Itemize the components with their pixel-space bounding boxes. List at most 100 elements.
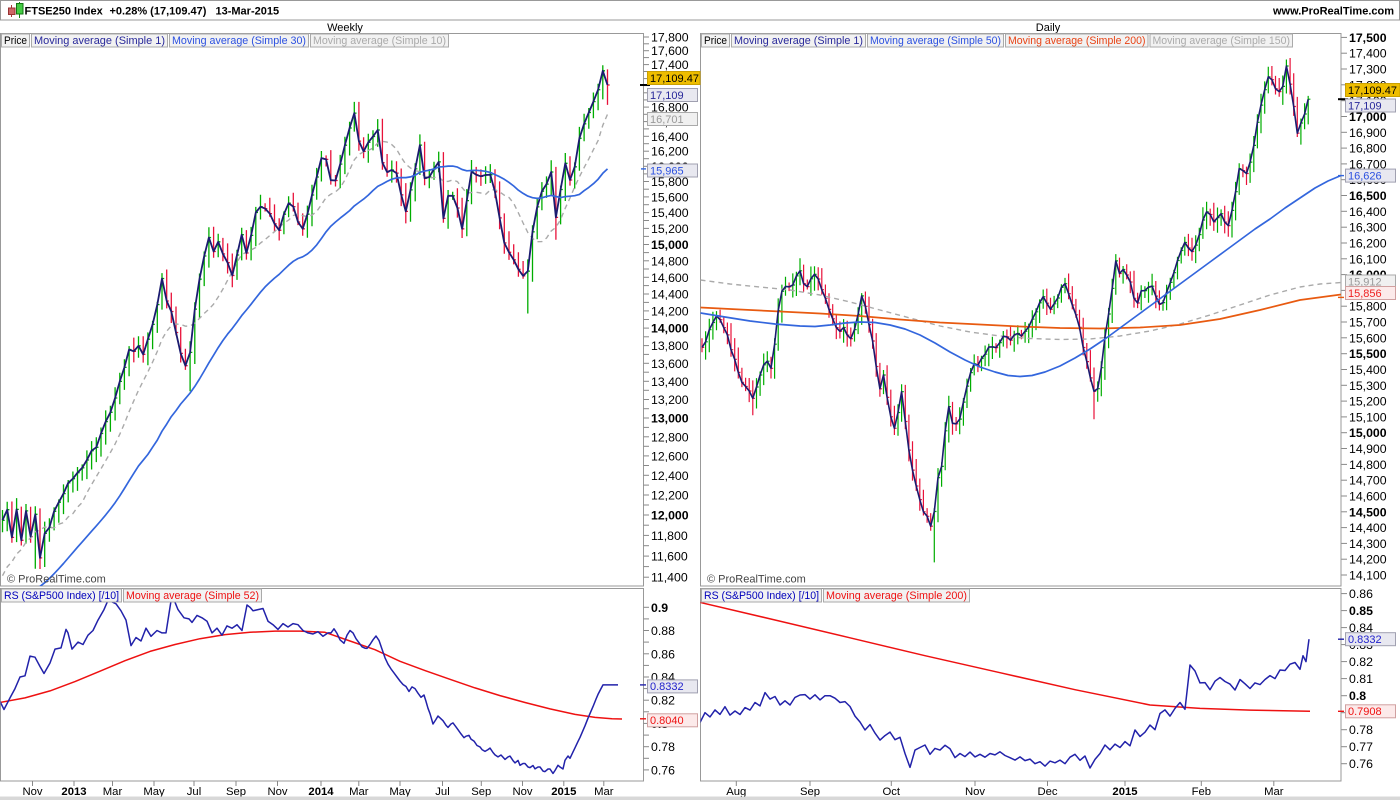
svg-text:15,856: 15,856 <box>1348 288 1382 300</box>
svg-text:2015: 2015 <box>551 786 576 798</box>
svg-text:12,200: 12,200 <box>651 489 689 503</box>
svg-text:14,400: 14,400 <box>1349 521 1387 535</box>
svg-text:12,800: 12,800 <box>651 430 689 444</box>
svg-text:14,300: 14,300 <box>1349 537 1387 551</box>
svg-text:Nov: Nov <box>965 786 985 798</box>
svg-text:11,800: 11,800 <box>651 529 688 543</box>
svg-text:May: May <box>389 786 411 798</box>
svg-text:Moving average (Simple 1): Moving average (Simple 1) <box>34 35 165 47</box>
svg-text:14,400: 14,400 <box>651 288 689 302</box>
svg-text:2015: 2015 <box>1112 786 1137 798</box>
svg-text:May: May <box>143 786 165 798</box>
svg-text:15,600: 15,600 <box>1349 331 1387 345</box>
svg-text:0.86: 0.86 <box>1349 587 1373 601</box>
svg-text:17,400: 17,400 <box>651 58 689 72</box>
svg-text:0.82: 0.82 <box>651 694 675 708</box>
svg-text:Moving average (Simple 52): Moving average (Simple 52) <box>126 590 259 602</box>
svg-text:Moving average (Simple 50): Moving average (Simple 50) <box>870 35 1001 47</box>
svg-text:Mar: Mar <box>594 786 614 798</box>
svg-text:17,300: 17,300 <box>1349 63 1387 77</box>
svg-text:14,100: 14,100 <box>1349 569 1387 583</box>
svg-text:15,600: 15,600 <box>651 190 689 204</box>
svg-text:15,400: 15,400 <box>651 206 689 220</box>
svg-text:Jul: Jul <box>435 786 449 798</box>
svg-text:17,500: 17,500 <box>1349 31 1387 45</box>
svg-text:14,700: 14,700 <box>1349 474 1387 488</box>
svg-text:16,500: 16,500 <box>1349 189 1387 203</box>
svg-text:0.8332: 0.8332 <box>1348 634 1382 646</box>
svg-text:0.8: 0.8 <box>1349 689 1366 703</box>
svg-text:0.88: 0.88 <box>651 624 675 638</box>
svg-text:16,400: 16,400 <box>1349 205 1387 219</box>
svg-text:16,800: 16,800 <box>1349 142 1387 156</box>
svg-text:13,200: 13,200 <box>651 393 689 407</box>
svg-text:Weekly: Weekly <box>327 22 363 34</box>
svg-text:12,600: 12,600 <box>651 449 689 463</box>
svg-text:13,600: 13,600 <box>651 357 689 371</box>
svg-text:15,965: 15,965 <box>650 165 684 177</box>
svg-text:15,700: 15,700 <box>1349 316 1387 330</box>
svg-text:16,200: 16,200 <box>1349 237 1387 251</box>
svg-text:0.76: 0.76 <box>651 763 675 777</box>
svg-text:14,200: 14,200 <box>651 304 689 318</box>
svg-text:14,600: 14,600 <box>651 271 689 285</box>
svg-text:14,000: 14,000 <box>651 322 689 336</box>
svg-text:0.81: 0.81 <box>1349 672 1373 686</box>
svg-text:17,109.47: 17,109.47 <box>1348 85 1397 97</box>
svg-text:Moving average (Simple 10): Moving average (Simple 10) <box>313 35 446 47</box>
svg-text:Moving average (Simple 200): Moving average (Simple 200) <box>826 590 967 602</box>
svg-text:Price: Price <box>704 35 727 47</box>
svg-text:© ProRealTime.com: © ProRealTime.com <box>707 574 806 586</box>
svg-text:14,200: 14,200 <box>1349 553 1387 567</box>
svg-text:RS (S&P500 Index) [/10]: RS (S&P500 Index) [/10] <box>4 590 119 602</box>
svg-text:17,600: 17,600 <box>651 44 689 58</box>
svg-text:0.9: 0.9 <box>651 601 668 615</box>
svg-text:Moving average (Simple 30): Moving average (Simple 30) <box>172 35 306 47</box>
svg-text:13-Mar-2015: 13-Mar-2015 <box>216 6 280 18</box>
svg-text:14,500: 14,500 <box>1349 505 1387 519</box>
svg-text:+0.28% (17,109.47): +0.28% (17,109.47) <box>110 6 207 18</box>
svg-text:0.78: 0.78 <box>651 740 675 754</box>
svg-text:13,800: 13,800 <box>651 339 689 353</box>
svg-text:2014: 2014 <box>308 786 334 798</box>
svg-text:Moving average (Simple 200): Moving average (Simple 200) <box>1008 35 1146 47</box>
svg-text:11,400: 11,400 <box>651 571 688 585</box>
svg-text:15,000: 15,000 <box>1349 426 1387 440</box>
svg-text:0.7908: 0.7908 <box>1348 706 1382 718</box>
svg-text:RS (S&P500 Index) [/10]: RS (S&P500 Index) [/10] <box>704 590 819 602</box>
svg-text:11,600: 11,600 <box>651 550 688 564</box>
svg-text:15,000: 15,000 <box>651 238 689 252</box>
svg-text:Oct: Oct <box>883 786 901 798</box>
svg-text:Mar: Mar <box>1264 786 1284 798</box>
svg-text:14,900: 14,900 <box>1349 442 1387 456</box>
svg-text:13,000: 13,000 <box>651 412 689 426</box>
svg-text:15,800: 15,800 <box>1349 300 1387 314</box>
svg-text:16,626: 16,626 <box>1348 170 1382 182</box>
svg-text:© ProRealTime.com: © ProRealTime.com <box>7 574 106 586</box>
svg-text:16,100: 16,100 <box>1349 252 1387 266</box>
svg-text:13,400: 13,400 <box>651 375 689 389</box>
svg-text:Nov: Nov <box>22 786 42 798</box>
svg-text:14,800: 14,800 <box>651 254 689 268</box>
svg-text:16,701: 16,701 <box>650 114 684 126</box>
svg-text:0.76: 0.76 <box>1349 757 1373 771</box>
svg-text:15,300: 15,300 <box>1349 379 1387 393</box>
svg-text:17,800: 17,800 <box>651 31 689 45</box>
svg-text:0.82: 0.82 <box>1349 655 1373 669</box>
svg-text:16,400: 16,400 <box>651 130 689 144</box>
svg-text:16,200: 16,200 <box>651 145 689 159</box>
svg-text:Nov: Nov <box>512 786 532 798</box>
svg-text:Mar: Mar <box>349 786 369 798</box>
svg-text:12,000: 12,000 <box>651 509 689 523</box>
svg-text:Aug: Aug <box>726 786 746 798</box>
svg-text:Sep: Sep <box>226 786 246 798</box>
svg-text:14,600: 14,600 <box>1349 490 1387 504</box>
svg-text:15,200: 15,200 <box>1349 395 1387 409</box>
svg-text:Nov: Nov <box>267 786 287 798</box>
svg-text:Moving average (Simple 1): Moving average (Simple 1) <box>734 35 863 47</box>
svg-text:Feb: Feb <box>1192 786 1211 798</box>
svg-text:16,900: 16,900 <box>1349 126 1387 140</box>
svg-text:Mar: Mar <box>103 786 123 798</box>
svg-text:0.78: 0.78 <box>1349 723 1373 737</box>
svg-text:Jul: Jul <box>187 786 201 798</box>
